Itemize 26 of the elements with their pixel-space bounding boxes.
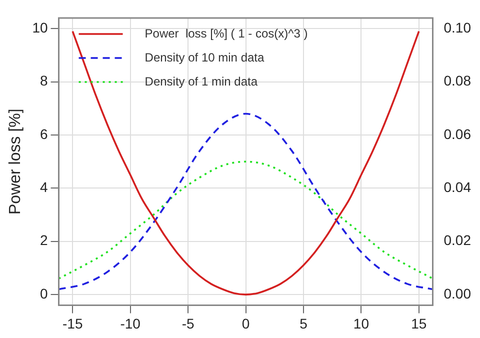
y2-tick-label: 0.04 [444,179,472,196]
y2-tick-label: 0.06 [444,126,472,142]
x-tick-label: 5 [300,315,308,332]
y-tick-label: 2 [40,232,48,248]
legend-label: Power loss [%] ( 1 - cos(x)^3 ) [144,26,308,40]
y-tick-label: 4 [40,179,48,196]
line-series [58,112,433,290]
y-tick-label: 0 [40,285,48,302]
y-axis-title: Power loss [%] [7,108,24,215]
y2-tick-label: 0.08 [444,72,472,89]
line-series [58,160,433,280]
x-tick-label: 10 [353,315,370,332]
y2-tick-label: 0.00 [444,285,472,302]
y-tick-label: 6 [40,126,48,142]
x-tick-label: 15 [411,315,427,332]
x-tick-label: 0 [242,315,250,332]
y2-tick-label: 0.02 [444,232,472,248]
line-series [72,30,420,296]
x-tick-label: -15 [62,315,83,332]
legend-label: Density of 1 min data [144,74,258,88]
x-tick-label: -5 [182,315,194,332]
y-tick-label: 10 [32,19,48,36]
y-tick-label: 8 [40,72,48,89]
x-tick-label: -10 [120,315,141,332]
legend-label: Density of 10 min data [144,50,264,64]
y2-tick-label: 0.10 [444,19,472,36]
